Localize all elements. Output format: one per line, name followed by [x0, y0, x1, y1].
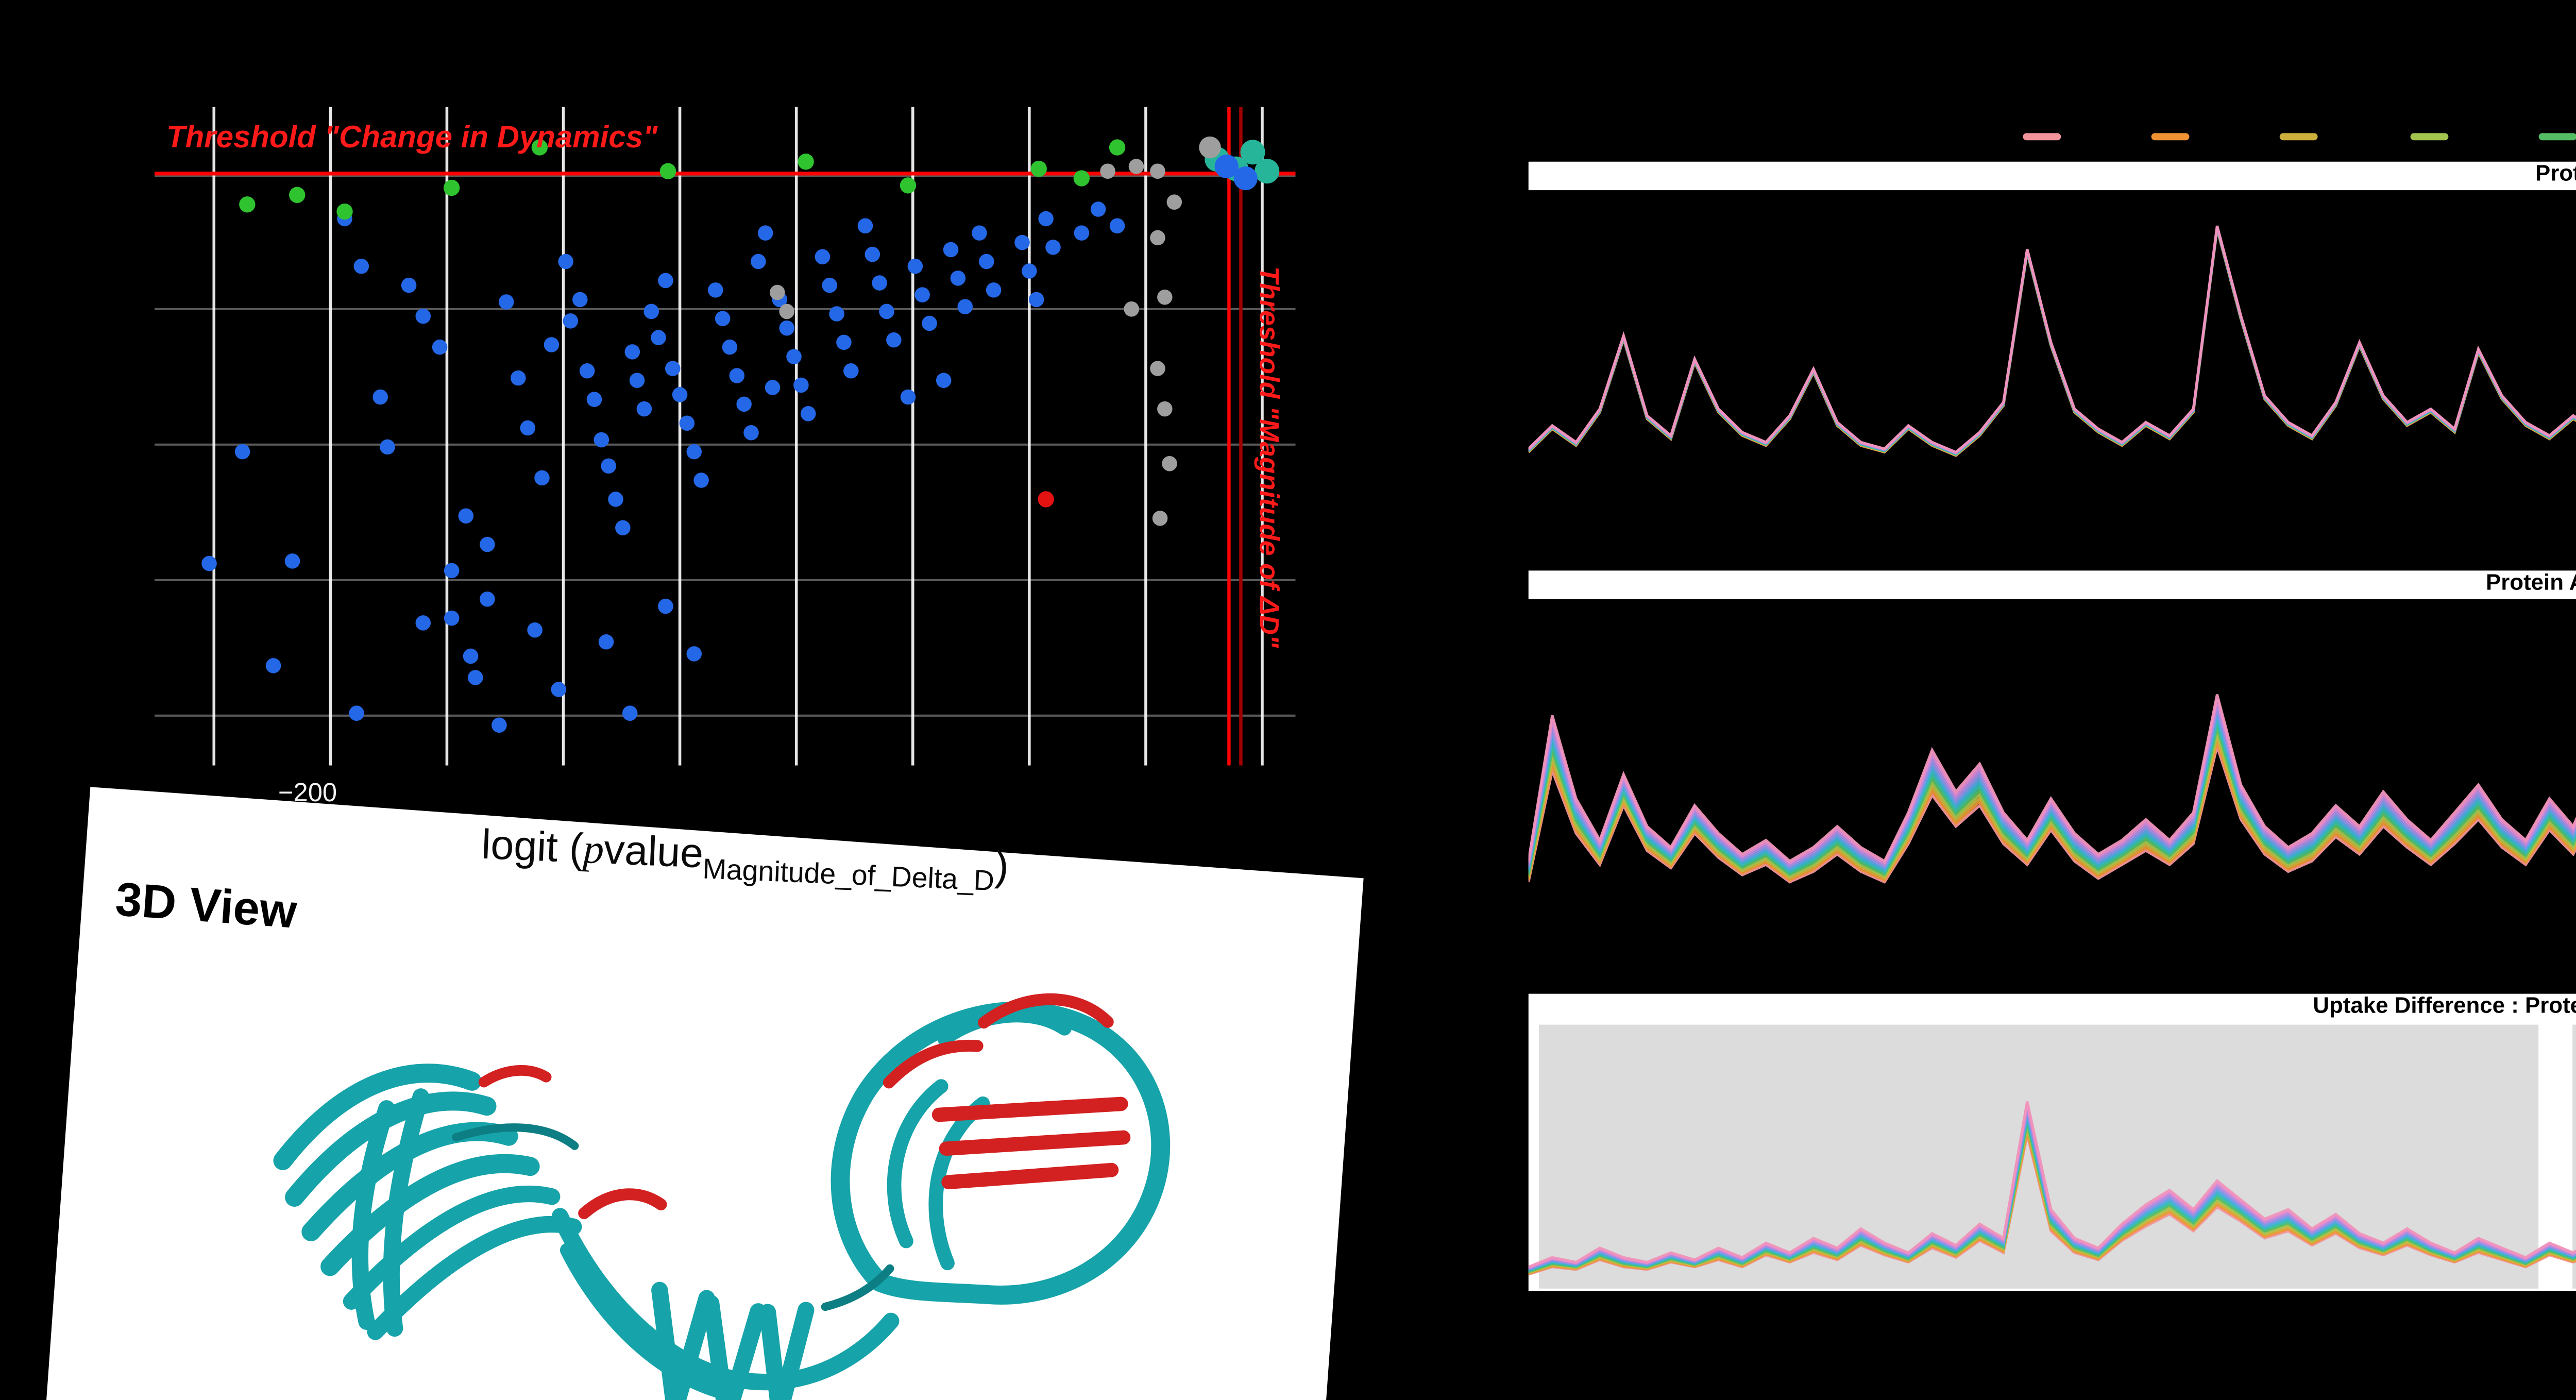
x-axis-label-p: p [582, 824, 605, 873]
volcano-scatter-chart[interactable] [154, 107, 1296, 766]
panel-title-text: Protein A [2535, 161, 2576, 188]
red-ribbon-loop [478, 1065, 552, 1088]
threshold-annotation-magnitude: Threshold "Magnitude of ΔD" [1252, 266, 1281, 648]
legend-swatch[interactable] [2023, 132, 2061, 141]
protein-a-line-chart[interactable] [1528, 190, 2576, 551]
x-axis-label-prefix: logit ( [480, 820, 584, 872]
ribbon-strand [759, 1302, 815, 1400]
ribbon-strand [273, 1064, 482, 1170]
red-ribbon-strand [939, 1130, 1131, 1156]
x-axis-label-suffix: ) [994, 841, 1010, 890]
timepoint-legend [2023, 131, 2576, 143]
ribbon-loop [560, 1243, 731, 1400]
legend-swatch[interactable] [2280, 132, 2319, 141]
view-3d-panel[interactable]: 3D View [39, 787, 1364, 1400]
uptake-difference-line-chart[interactable] [1528, 1022, 2576, 1291]
chart-protein-a[interactable] [1528, 190, 2576, 551]
chart-protein-a-ligand[interactable] [1528, 599, 2576, 975]
protein-a-ligand-line-chart[interactable] [1528, 599, 2576, 975]
legend-swatch[interactable] [2409, 132, 2448, 141]
panel-title-text: Uptake Difference : Protein A - (Protein… [2313, 993, 2576, 1020]
panel-title-uptake-difference: Uptake Difference : Protein A - (Protein… [1528, 993, 2576, 1022]
red-ribbon-strand [941, 1162, 1119, 1190]
protein-ribbon-structure[interactable] [39, 787, 1363, 1400]
ribbon-strand [343, 1185, 561, 1310]
panel-title-protein-a-ligand: Protein A + Ligand [1528, 570, 2576, 599]
ribbon-shadow [452, 1123, 579, 1150]
panel-title-text: Protein A + Ligand [2486, 570, 2576, 597]
legend-swatch[interactable] [2538, 132, 2576, 141]
ribbon-strand [651, 1281, 715, 1400]
red-ribbon-loop [978, 993, 1114, 1029]
ribbon-strand [351, 1100, 395, 1330]
ribbon-shadow [821, 1264, 894, 1311]
ribbon-strand [703, 1295, 767, 1400]
threshold-annotation-change-in-dynamics: Threshold "Change in Dynamics" [166, 119, 658, 155]
red-ribbon-loop [883, 1039, 984, 1089]
x-axis-label-value: value [603, 825, 705, 878]
ribbon-strand [383, 1088, 430, 1337]
red-ribbon-loop [578, 1188, 667, 1220]
chart-uptake-difference[interactable] [1528, 1022, 2576, 1291]
red-ribbon-strand [931, 1097, 1128, 1122]
legend-swatch[interactable] [2151, 132, 2190, 141]
volcano-panel: Threshold "Change in Dynamics" Threshold… [154, 107, 1296, 808]
ribbon-loop [937, 1008, 1072, 1046]
panel-title-protein-a: Protein A [1528, 161, 2576, 191]
ribbon-strand [887, 1079, 948, 1249]
ribbon-strand [367, 1216, 582, 1340]
ribbon-ring [831, 1001, 1171, 1305]
